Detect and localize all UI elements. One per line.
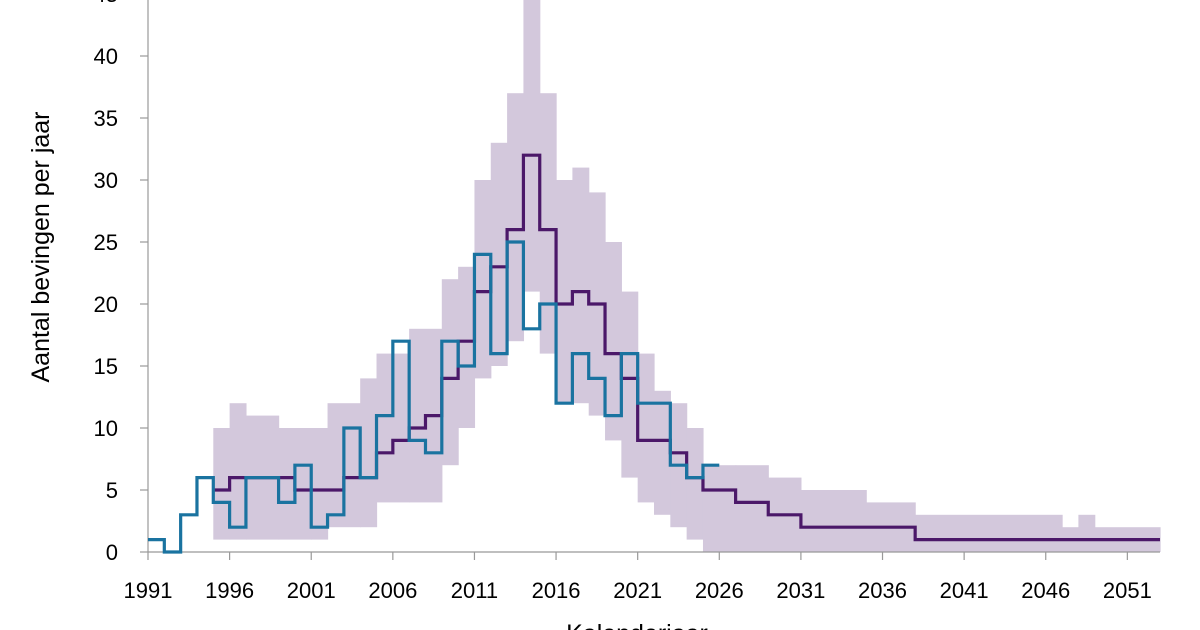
band-segment <box>915 514 1063 552</box>
y-tick-label: 20 <box>94 292 118 317</box>
x-tick-label: 2031 <box>776 578 825 603</box>
y-tick-label: 15 <box>94 354 118 379</box>
y-tick-label: 45 <box>94 0 118 7</box>
x-tick-label: 2021 <box>613 578 662 603</box>
band-segment <box>605 242 622 441</box>
x-tick-label: 2046 <box>1021 578 1070 603</box>
axes <box>140 0 1160 560</box>
y-tick-label: 40 <box>94 44 118 69</box>
x-tick-label: 2006 <box>368 578 417 603</box>
x-tick-label: 2036 <box>858 578 907 603</box>
band-segment <box>1078 514 1096 552</box>
x-tick-label: 2016 <box>532 578 581 603</box>
y-tick-label: 35 <box>94 106 118 131</box>
band-segment <box>229 403 247 540</box>
band-segment <box>572 167 590 404</box>
band-segment <box>539 93 557 354</box>
x-tick-label: 2001 <box>287 578 336 603</box>
band-segment <box>800 490 867 552</box>
band-segment <box>523 0 541 292</box>
tick-labels: 0 5 10 15 20 25 30 35 40 45 1991 1996 2001 2006 2011 20… <box>94 0 1152 603</box>
y-tick-label: 30 <box>94 168 118 193</box>
series-lines <box>148 153 1160 554</box>
band-segment <box>686 428 704 540</box>
band-segment <box>441 279 459 466</box>
x-tick-label: 2041 <box>940 578 989 603</box>
band-segment <box>654 390 671 515</box>
x-tick-label: 2051 <box>1103 578 1152 603</box>
band-segment <box>490 142 508 366</box>
y-tick-label: 10 <box>94 416 118 441</box>
band-segment <box>556 180 573 404</box>
observed-line <box>148 240 720 554</box>
band-segment <box>474 180 492 379</box>
y-axis-title: Aantal bevingen per jaar <box>27 111 55 382</box>
y-tick-label: 25 <box>94 230 118 255</box>
band-segment <box>360 378 378 528</box>
band-segment <box>702 465 737 552</box>
x-tick-label: 2011 <box>451 578 498 603</box>
band-segment <box>507 93 525 342</box>
band-segment <box>458 266 476 428</box>
band-segment <box>735 465 769 552</box>
y-tick-label: 5 <box>106 478 118 503</box>
x-tick-label: 1991 <box>124 578 173 603</box>
x-tick-label: 1996 <box>205 578 254 603</box>
band-segment <box>311 428 329 540</box>
y-tick-label: 0 <box>106 540 118 565</box>
band-segment <box>637 353 655 503</box>
x-tick-label: 2026 <box>695 578 744 603</box>
band-segment <box>213 428 231 540</box>
band-segment <box>621 291 639 478</box>
x-axis-title: Kalenderjaar <box>566 620 708 630</box>
